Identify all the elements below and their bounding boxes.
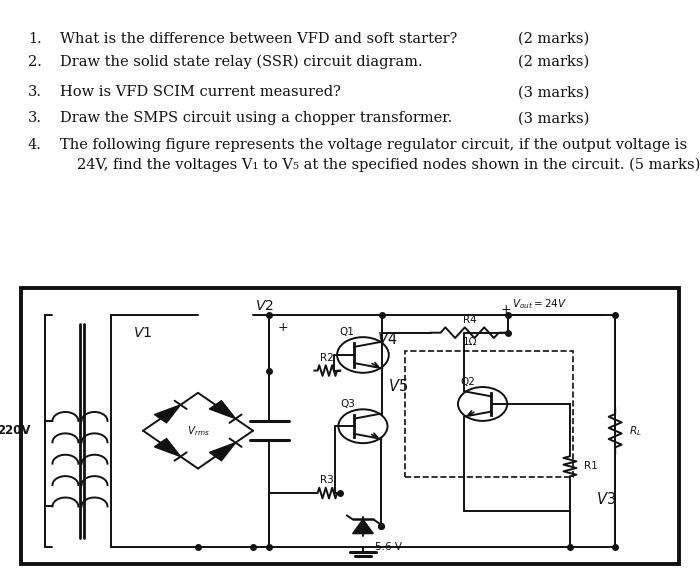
Text: (3 marks): (3 marks): [518, 85, 589, 99]
Text: +: +: [500, 302, 511, 316]
Text: Q2: Q2: [461, 377, 475, 387]
Text: R4: R4: [463, 315, 477, 325]
Polygon shape: [209, 443, 236, 461]
Text: Q3: Q3: [341, 399, 356, 409]
Text: R3: R3: [321, 475, 334, 485]
Text: (3 marks): (3 marks): [518, 111, 589, 125]
Text: 24V, find the voltages V₁ to V₅ at the specified nodes shown in the circuit. (5 : 24V, find the voltages V₁ to V₅ at the s…: [77, 158, 700, 172]
Polygon shape: [155, 405, 181, 423]
Text: 5.6 V: 5.6 V: [374, 541, 402, 551]
Text: $V4$: $V4$: [377, 331, 398, 347]
Bar: [405, 351, 573, 478]
Text: 220V: 220V: [0, 424, 31, 437]
Text: $V2$: $V2$: [255, 300, 274, 313]
Text: 1Ω: 1Ω: [463, 337, 477, 347]
Text: $R_L$: $R_L$: [629, 424, 642, 438]
Text: What is the difference between VFD and soft starter?: What is the difference between VFD and s…: [60, 32, 457, 46]
Text: How is VFD SCIM current measured?: How is VFD SCIM current measured?: [60, 85, 340, 99]
Text: 1.: 1.: [28, 32, 42, 46]
FancyBboxPatch shape: [21, 288, 679, 564]
Text: $V3$: $V3$: [596, 491, 616, 507]
Text: 3.: 3.: [28, 85, 42, 99]
Text: Draw the SMPS circuit using a chopper transformer.: Draw the SMPS circuit using a chopper tr…: [60, 111, 452, 125]
Text: $V_{rms}$: $V_{rms}$: [187, 424, 209, 438]
Polygon shape: [155, 438, 181, 457]
Polygon shape: [209, 401, 236, 419]
Text: +: +: [278, 321, 288, 334]
Text: 3.: 3.: [28, 111, 42, 125]
Text: The following figure represents the voltage regulator circuit, if the output vol: The following figure represents the volt…: [60, 138, 687, 152]
Text: R2: R2: [321, 353, 334, 363]
Text: $V5$: $V5$: [388, 378, 407, 394]
Text: $V_{out} = 24V$: $V_{out} = 24V$: [512, 297, 566, 310]
Text: 4.: 4.: [28, 138, 42, 152]
Text: Draw the solid state relay (SSR) circuit diagram.: Draw the solid state relay (SSR) circuit…: [60, 55, 422, 69]
Text: 2.: 2.: [28, 55, 42, 69]
Text: (2 marks): (2 marks): [518, 55, 589, 69]
Text: Q1: Q1: [340, 327, 354, 337]
Text: $V1$: $V1$: [133, 326, 153, 340]
Text: R1: R1: [584, 461, 598, 471]
Text: (2 marks): (2 marks): [518, 32, 589, 46]
Polygon shape: [353, 520, 373, 533]
